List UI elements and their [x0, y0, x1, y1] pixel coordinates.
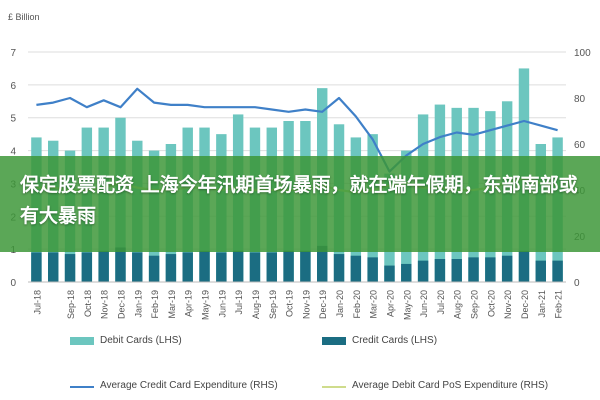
x-tick-label: Feb-21 [554, 290, 564, 319]
right-tick-label: 60 [574, 140, 586, 151]
credit-bar [350, 255, 362, 282]
x-tick-label: Jan-21 [537, 290, 547, 318]
x-tick-label: Apr-20 [385, 290, 395, 317]
credit-bar [485, 257, 496, 282]
x-tick-label: Oct-19 [285, 290, 295, 317]
x-tick-label: Jun-19 [217, 290, 227, 318]
x-tick-label: Nov-18 [100, 290, 110, 319]
credit-bar [552, 260, 563, 282]
credit-bar [216, 252, 227, 282]
legend-label-credit-cards: Credit Cards (LHS) [352, 335, 438, 346]
credit-bar [434, 259, 446, 282]
headline-banner[interactable]: 保定股票配资 上海今年汛期首场暴雨，就在端午假期，东部南部或有大暴雨 [0, 156, 600, 252]
x-tick-label: Jul-18 [32, 290, 42, 315]
x-tick-label: Sep-20 [470, 290, 480, 319]
credit-bar [401, 263, 412, 282]
x-tick-label: Feb-19 [150, 290, 160, 319]
x-tick-label: Mar-19 [167, 290, 177, 319]
x-tick-label: Jan-19 [133, 290, 143, 318]
x-tick-label: Dec-18 [116, 290, 126, 319]
avg-credit-line [36, 87, 558, 173]
x-tick-label: May-19 [201, 290, 211, 320]
x-tick-label: Mar-20 [369, 290, 379, 319]
credit-bar [535, 260, 546, 282]
credit-bar [518, 250, 530, 282]
x-tick-label: Jun-20 [419, 290, 429, 318]
credit-bar [266, 252, 277, 282]
legend-label-avg-credit: Average Credit Card Expenditure (RHS) [100, 380, 278, 391]
credit-bar [384, 265, 395, 282]
credit-bar [31, 252, 42, 282]
credit-bar [199, 250, 210, 282]
x-tick-label: Oct-18 [83, 290, 93, 317]
x-tick-label: Jan-20 [335, 290, 345, 318]
left-tick-label: 6 [10, 81, 16, 92]
credit-bar [333, 254, 345, 282]
x-tick-label: Nov-20 [503, 290, 513, 319]
credit-bar [98, 250, 109, 282]
legend-label-debit-cards: Debit Cards (LHS) [100, 335, 182, 346]
credit-bar [232, 250, 244, 282]
credit-bar [115, 247, 126, 282]
headline-text[interactable]: 保定股票配资 上海今年汛期首场暴雨，就在端午假期，东部南部或有大暴雨 [20, 174, 578, 227]
credit-bar [317, 245, 328, 282]
credit-bar [249, 252, 261, 282]
x-tick-label: Nov-19 [301, 290, 311, 319]
right-tick-label: 100 [574, 48, 591, 59]
legend-swatch-credit-cards [322, 337, 346, 345]
left-tick-label: 4 [10, 147, 16, 158]
legend-swatch-avg-debit [322, 386, 346, 388]
x-tick-label: Dec-19 [318, 290, 328, 319]
chart-legend: Debit Cards (LHS) Credit Cards (LHS) Ave… [0, 333, 600, 400]
left-tick-label: 7 [10, 48, 16, 59]
credit-bar [468, 257, 479, 282]
x-tick-label: Dec-20 [520, 290, 530, 319]
credit-bar [501, 255, 513, 282]
credit-bar [417, 260, 429, 282]
left-tick-label: 0 [10, 278, 16, 289]
x-tick-label: Sep-19 [268, 290, 278, 319]
left-axis-unit-label: £ Billion [8, 12, 40, 22]
credit-bar [367, 257, 378, 282]
x-tick-label: Oct-20 [486, 290, 496, 317]
credit-bar [48, 252, 59, 282]
x-tick-label: Jul-20 [436, 290, 446, 315]
right-tick-label: 80 [574, 94, 586, 105]
credit-bar [64, 254, 76, 282]
x-tick-label: Sep-18 [66, 290, 76, 319]
credit-bar [165, 254, 177, 282]
right-tick-label: 0 [574, 278, 580, 289]
x-tick-label: Aug-19 [251, 290, 261, 319]
left-tick-label: 5 [10, 114, 16, 125]
legend-swatch-avg-credit [70, 386, 94, 388]
credit-bar [148, 255, 160, 282]
legend-swatch-debit-cards [70, 337, 94, 345]
x-tick-label: Feb-20 [352, 290, 362, 319]
x-tick-label: May-20 [402, 290, 412, 320]
legend-label-avg-debit: Average Debit Card PoS Expenditure (RHS) [352, 380, 549, 391]
x-tick-label: Jul-19 [234, 290, 244, 315]
credit-bar [81, 252, 93, 282]
credit-bar [300, 250, 311, 282]
credit-bar [283, 250, 294, 282]
credit-bar [182, 252, 193, 282]
credit-bar [451, 259, 462, 282]
x-tick-label: Aug-20 [453, 290, 463, 319]
x-tick-label: Apr-19 [184, 290, 194, 317]
credit-bar [132, 252, 143, 282]
